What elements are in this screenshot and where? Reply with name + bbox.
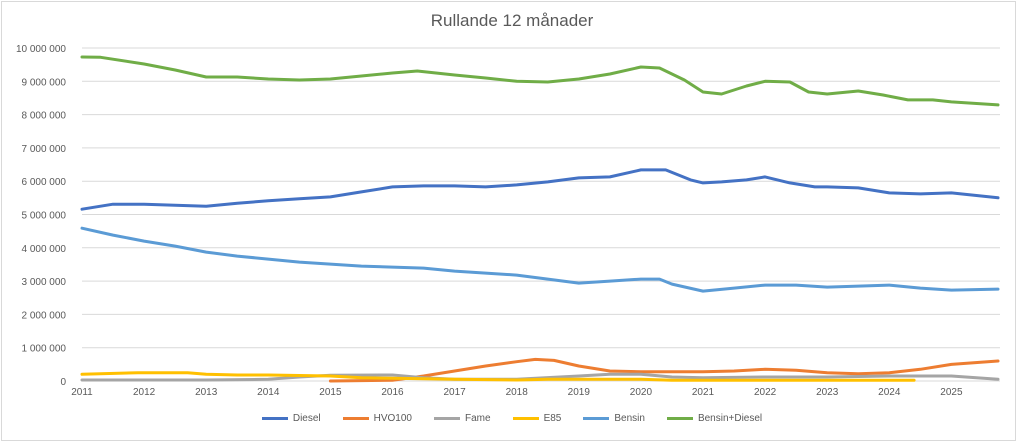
legend-label: HVO100 [373, 413, 412, 424]
series-line-hvo100 [328, 357, 1000, 383]
x-tick-label: 2011 [71, 387, 93, 398]
x-tick-label: 2025 [940, 387, 963, 398]
y-tick-label: 6 000 000 [22, 177, 67, 188]
y-tick-label: 2 000 000 [22, 310, 67, 321]
x-tick-label: 2024 [878, 387, 901, 398]
series-line-fame [80, 372, 1000, 382]
legend-label: E85 [543, 413, 562, 424]
series-line-bensin [80, 226, 1000, 293]
series-line-bensin-diesel [80, 55, 1000, 107]
y-tick-label: 8 000 000 [22, 111, 67, 122]
x-tick-label: 2016 [381, 387, 404, 398]
legend-label: Diesel [292, 413, 321, 424]
x-tick-label: 2021 [692, 387, 715, 398]
y-tick-label: 7 000 000 [22, 144, 67, 155]
legend-item: E85 [512, 413, 562, 424]
series-line-diesel [80, 168, 1000, 211]
legend-item: HVO100 [342, 413, 412, 424]
x-tick-label: 2017 [443, 387, 466, 398]
x-tick-label: 2015 [319, 387, 342, 398]
legend-swatch [666, 417, 693, 420]
legend-item: Bensin+Diesel [666, 413, 763, 424]
legend-swatch [583, 417, 610, 420]
legend-item: Diesel [261, 413, 321, 424]
y-tick-label: 3 000 000 [22, 277, 67, 288]
legend-item: Bensin [583, 413, 645, 424]
y-tick-label: 1 000 000 [22, 344, 67, 355]
legend-swatch [512, 417, 539, 420]
x-tick-label: 2019 [568, 387, 591, 398]
y-tick-label: 9 000 000 [22, 77, 67, 88]
chart-title: Rullande 12 månader [430, 11, 594, 30]
x-tick-label: 2018 [506, 387, 529, 398]
legend-label: Fame [465, 413, 491, 424]
x-tick-label: 2013 [195, 387, 218, 398]
legend-swatch [342, 417, 369, 420]
y-tick-label: 5 000 000 [22, 211, 67, 222]
legend: Diesel HVO100 Fame E85 Bensin Bensin+Diesel [0, 413, 1024, 424]
legend-label: Bensin+Diesel [697, 413, 763, 424]
x-tick-label: 2022 [754, 387, 777, 398]
legend-swatch [434, 417, 460, 420]
x-tick-label: 2014 [257, 387, 280, 398]
x-tick-label: 2023 [816, 387, 839, 398]
legend-label: Bensin [614, 413, 645, 424]
legend-swatch [261, 417, 288, 420]
y-tick-label: 10 000 000 [16, 44, 66, 55]
y-tick-label: 0 [60, 377, 66, 388]
legend-item: Fame [434, 413, 491, 424]
x-tick-label: 2012 [133, 387, 156, 398]
series-line-e85 [80, 371, 916, 382]
y-tick-label: 4 000 000 [22, 244, 67, 255]
x-tick-label: 2020 [630, 387, 653, 398]
